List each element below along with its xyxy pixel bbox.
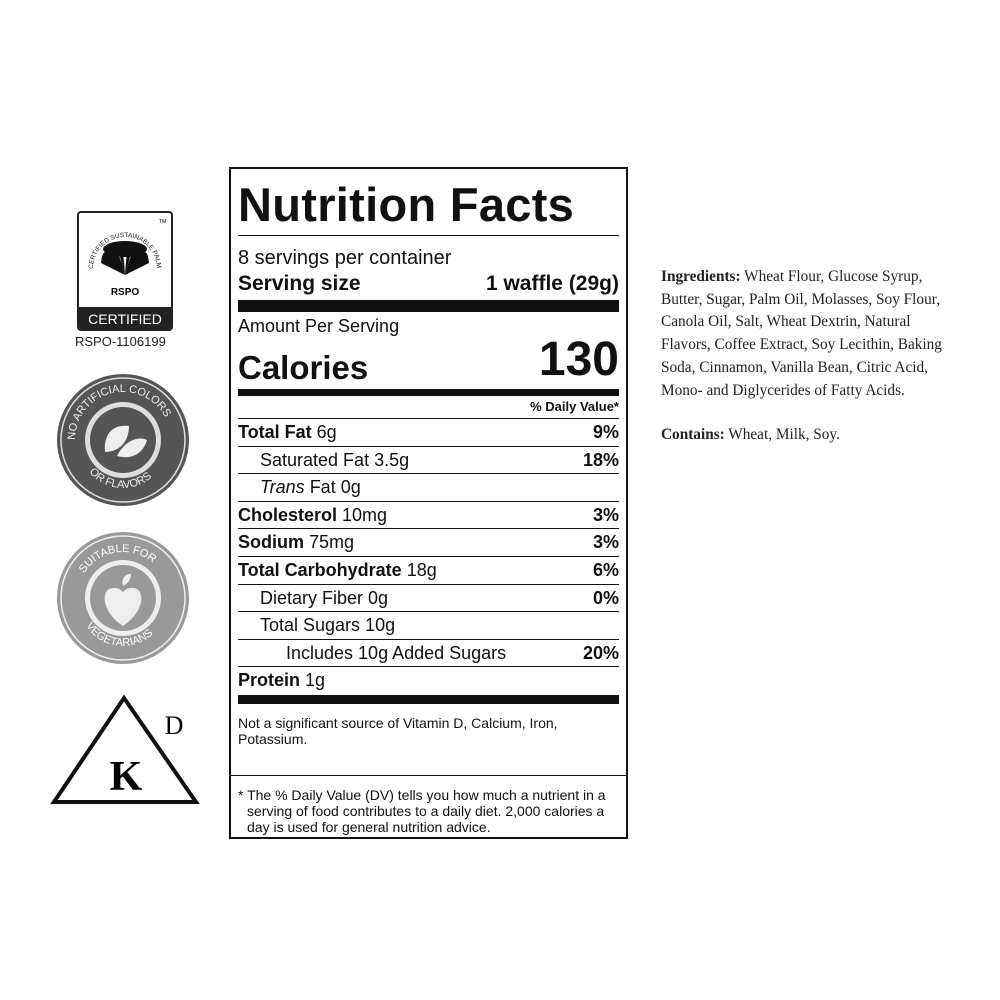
kosher-symbol: K D <box>50 694 200 804</box>
nutrient-row: Includes 10g Added Sugars 20% <box>238 640 619 668</box>
svg-text:TM: TM <box>159 219 166 225</box>
vitamin-note: Not a significant source of Vitamin D, C… <box>238 714 558 747</box>
nutrient-name: Total Sugars 10g <box>260 615 396 636</box>
nutrient-name: Total Fat 6g <box>238 422 337 442</box>
svg-text:CERTIFIED: CERTIFIED <box>88 311 162 327</box>
svg-text:K: K <box>110 754 143 800</box>
amount-per-serving: Amount Per Serving <box>238 316 400 336</box>
rspo-id: RSPO-1106199 <box>75 334 166 349</box>
nutrient-row: Trans Fat 0g <box>238 474 619 502</box>
label-title: Nutrition Facts <box>238 178 575 231</box>
daily-value-percent: 6% <box>592 559 619 580</box>
palm-tree-icon: CERTIFIED SUSTAINABLE PALM OIL TM RSPO C… <box>79 213 171 329</box>
daily-value-percent: 3% <box>592 532 619 553</box>
svg-text:RSPO: RSPO <box>111 287 140 298</box>
svg-text:D: D <box>165 711 184 740</box>
nutrient-name: Sodium 75mg <box>238 532 355 553</box>
daily-value-percent: 3% <box>592 504 619 525</box>
calories: Calories 130 <box>238 333 619 386</box>
nutrient-name: Dietary Fiber 0g <box>260 587 389 608</box>
nutrient-name: Cholesterol 10mg <box>238 504 388 525</box>
no-artificial-badge: NO ARTIFICIAL COLORS OR FLAVORS <box>57 374 189 506</box>
nutrient-row: Sodium 75mg 3% <box>238 529 619 557</box>
nutrient-row: Protein 1g <box>238 667 619 695</box>
servings-per-container: 8 servings per container <box>238 247 452 269</box>
nutrient-row: Total Carbohydrate 18g 6% <box>238 557 619 585</box>
nutrition-facts-label: Nutrition Facts 8 servings per container… <box>229 167 628 839</box>
allergens: Contains: Wheat, Milk, Soy. <box>661 426 840 444</box>
nutrient-row: Cholesterol 10mg 3% <box>238 502 619 530</box>
apple-heart-icon <box>104 574 142 626</box>
serving-size: Serving size 1 waffle (29g) <box>238 272 619 295</box>
ingredients: Ingredients: Wheat Flour, Glucose Syrup,… <box>661 266 961 447</box>
daily-value-percent: 0% <box>592 587 619 608</box>
nutrient-row: Total Sugars 10g <box>238 612 619 640</box>
rspo-badge: CERTIFIED SUSTAINABLE PALM OIL TM RSPO C… <box>77 211 173 331</box>
nutrient-row: Total Fat 6g 9% <box>238 419 619 447</box>
daily-value-percent: 20% <box>582 642 619 663</box>
nutrient-name: Includes 10g Added Sugars <box>286 642 507 663</box>
nutrient-name: Trans Fat 0g <box>260 477 361 498</box>
nutrient-row: Saturated Fat 3.5g 18% <box>238 447 619 475</box>
leaf-icon <box>104 425 147 458</box>
daily-value-header: % Daily Value* <box>238 396 619 419</box>
nutrient-name: Protein 1g <box>238 670 326 691</box>
nutrient-row: Dietary Fiber 0g 0% <box>238 585 619 613</box>
nutrient-name: Saturated Fat 3.5g <box>260 449 410 470</box>
daily-value-percent: 9% <box>592 422 619 442</box>
nutrient-rows: Total Fat 6g 9% Saturated Fat 3.5g 18% Trans… <box>238 419 619 695</box>
daily-value-percent: 18% <box>582 449 619 470</box>
nutrient-name: Total Carbohydrate 18g <box>238 559 437 580</box>
vegetarian-badge: SUITABLE FOR VEGETARIANS <box>57 532 189 664</box>
daily-value-footnote: * The % Daily Value (DV) tells you how m… <box>238 786 606 835</box>
